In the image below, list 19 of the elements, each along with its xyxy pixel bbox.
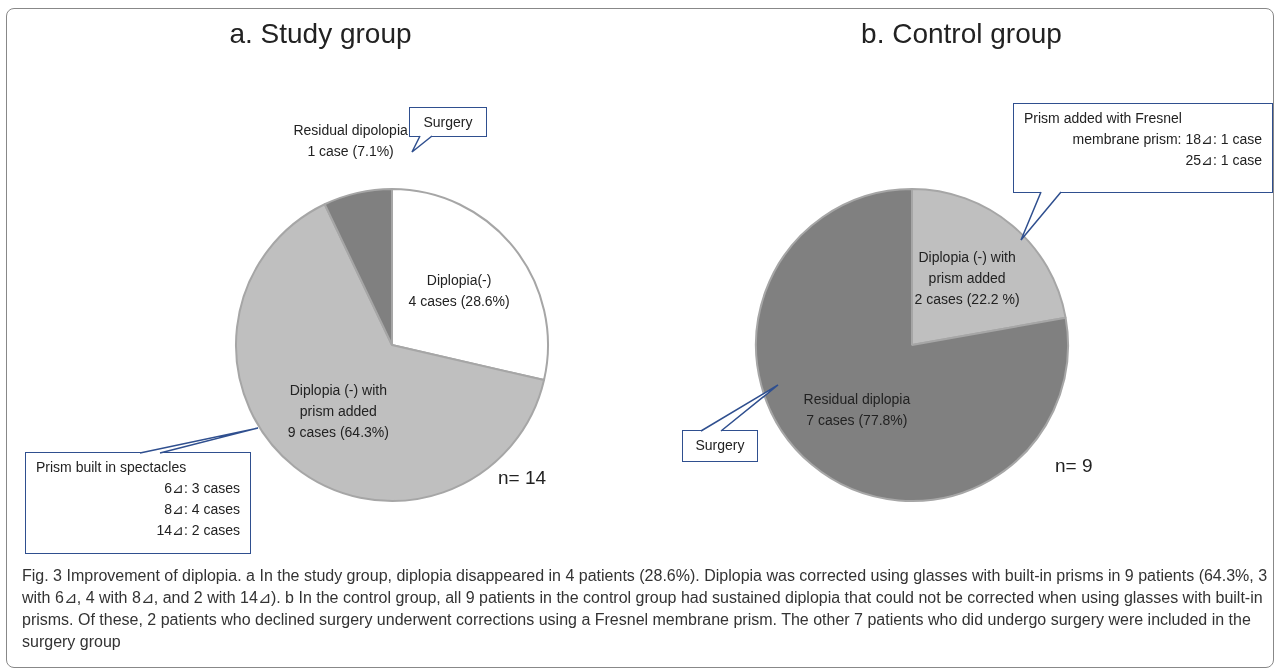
- data-label: 7 cases (77.8%): [806, 412, 908, 429]
- chart-title: b. Control group: [860, 18, 1063, 50]
- slice-label: Diplopia(-): [426, 271, 492, 288]
- chart-title: a. Study group: [228, 18, 413, 50]
- text: n= 14: [498, 467, 547, 488]
- slice-label: Diplopia (-) with prism added: [918, 249, 1016, 287]
- data-label: 4 cases (28.6%): [408, 292, 510, 309]
- text: Prism added with Fresnel membrane prism: 18⊿: 1 case 25⊿: 1 case: [1024, 109, 1262, 170]
- text: Surgery: [422, 113, 474, 132]
- data-label: 2 cases (22.2 %): [914, 291, 1020, 308]
- data-label: 1 case (7.1%): [307, 142, 394, 159]
- slice-label: Residual dipolopia: [293, 121, 409, 138]
- text: n= 9: [1055, 455, 1093, 476]
- data-label: 9 cases (64.3%): [287, 423, 389, 440]
- text: Surgery: [694, 436, 746, 455]
- text: Prism built in spectacles 6⊿: 3 cases 8⊿: 4 cases 14⊿: 2 cases: [36, 458, 240, 540]
- slice-label: Residual diplopia: [803, 391, 911, 408]
- caption: Fig. 3 Improvement of diplopia. a In the study group, diplopia disappeared in 4 patients (28.6%). Diplopia was corrected using glasses with built-in prisms in 9 patients (64.3%, 3 with 6⊿, 4 with 8⊿, and 2 with 14⊿). b In the control group, all 9 patients in the control group had sustained diplopia that could not be corrected when using glasses with built-in prisms. Of these, 2 patients who declined surgery underwent corrections using a Fresnel membrane prism. The other 7 patients who did undergo surgery were included in the surgery group: [22, 566, 1269, 652]
- slice-label: Diplopia (-) with prism added: [289, 381, 387, 419]
